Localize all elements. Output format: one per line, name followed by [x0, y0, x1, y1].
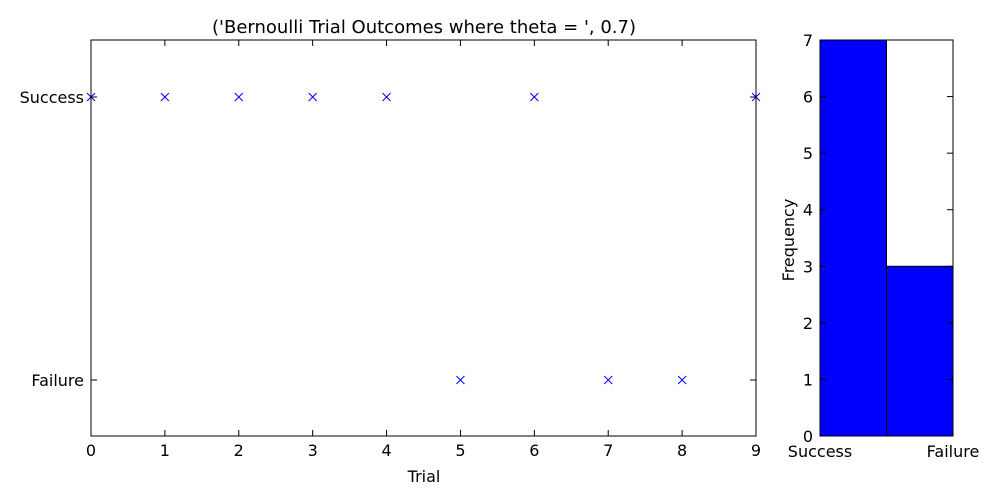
bar-plot-area [819, 39, 954, 437]
scatter-point [160, 92, 170, 102]
scatter-x-axis: 0 1 2 3 4 5 6 7 8 9 [86, 40, 761, 460]
scatter-x-tick-label: 9 [751, 441, 761, 460]
scatter-x-tick-label: 2 [234, 441, 244, 460]
scatter-x-tick-label: 0 [86, 441, 96, 460]
scatter-y-tick-label: Failure [31, 371, 84, 390]
bar-y-tick-label: 5 [803, 144, 813, 163]
bar-y-tick-label: 2 [803, 314, 813, 333]
scatter-point [456, 375, 465, 385]
scatter-y-tick-label: Success [20, 88, 84, 107]
scatter-chart: ('Bernoulli Trial Outcomes where theta =… [20, 17, 762, 486]
bar-y-tick-label: 7 [803, 31, 813, 50]
scatter-x-tick-label: 4 [381, 441, 391, 460]
scatter-points [86, 92, 761, 385]
scatter-x-axis-label: Trial [407, 467, 441, 486]
bar-x-axis: Success Failure [788, 442, 980, 461]
bar-y-tick-label: 0 [803, 427, 813, 446]
bar-series [819, 39, 954, 437]
scatter-point [382, 92, 391, 102]
bar-x-tick-label: Success [788, 442, 852, 461]
bar-y-tick-label: 4 [803, 201, 813, 220]
scatter-y-axis: Failure Success [20, 88, 756, 390]
scatter-point [603, 375, 613, 385]
bar-x-tick-label: Failure [927, 442, 980, 461]
frequency-bar-chart: 0 1 2 3 4 5 6 7 Success Failure Frequency [779, 31, 979, 461]
scatter-x-tick-label: 1 [160, 441, 170, 460]
scatter-x-tick-label: 7 [603, 441, 613, 460]
scatter-point [308, 92, 318, 102]
scatter-plot-area [90, 39, 757, 437]
scatter-title: ('Bernoulli Trial Outcomes where theta =… [212, 17, 636, 38]
scatter-point [234, 92, 244, 102]
scatter-x-tick-label: 8 [677, 441, 687, 460]
bar [819, 39, 887, 437]
scatter-x-tick-label: 5 [455, 441, 465, 460]
bar-y-tick-label: 3 [803, 257, 813, 276]
bar-y-axis: 0 1 2 3 4 5 6 7 [803, 31, 953, 446]
scatter-point [677, 375, 687, 385]
bar-y-tick-label: 1 [803, 370, 813, 389]
scatter-point [529, 92, 539, 102]
scatter-x-tick-label: 3 [308, 441, 318, 460]
bar-y-tick-label: 6 [803, 88, 813, 107]
scatter-x-tick-label: 6 [529, 441, 539, 460]
bar-y-axis-label: Frequency [779, 199, 798, 282]
bar [886, 265, 954, 437]
